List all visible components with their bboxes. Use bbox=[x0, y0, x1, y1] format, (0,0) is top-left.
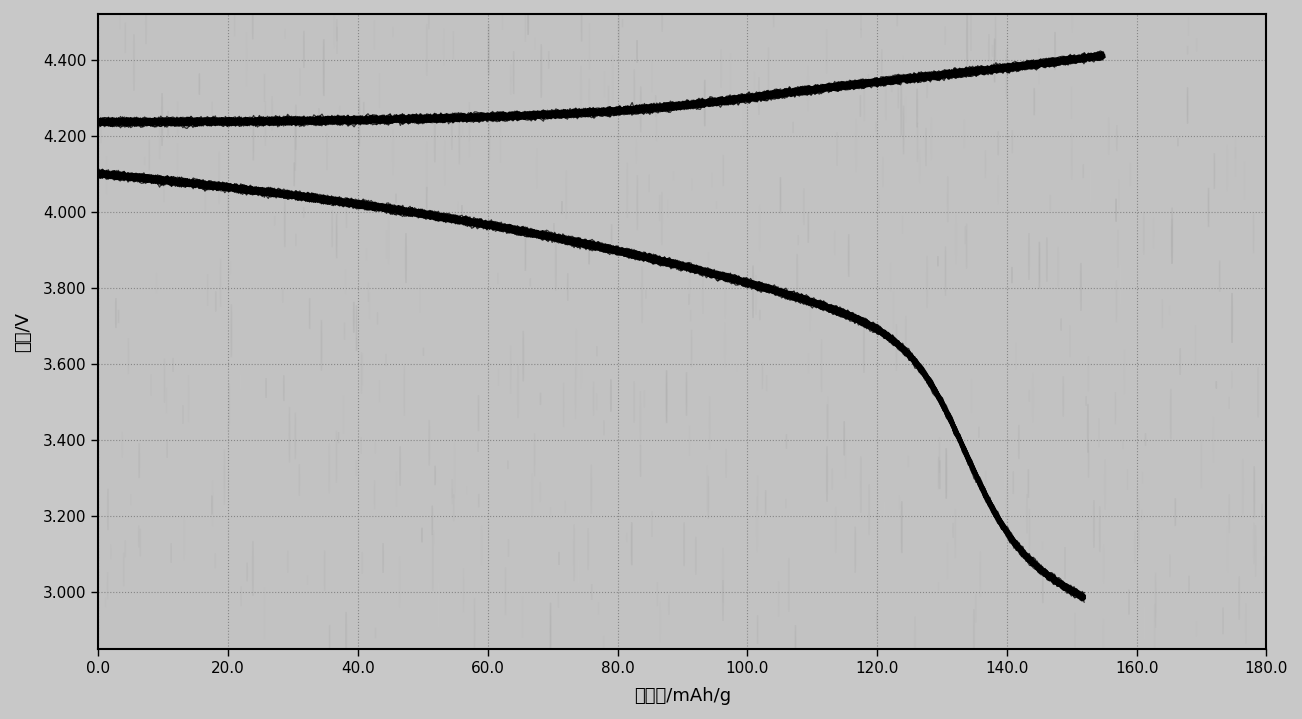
Y-axis label: 电压/V: 电压/V bbox=[14, 311, 31, 352]
X-axis label: 比容量/mAh/g: 比容量/mAh/g bbox=[634, 687, 730, 705]
